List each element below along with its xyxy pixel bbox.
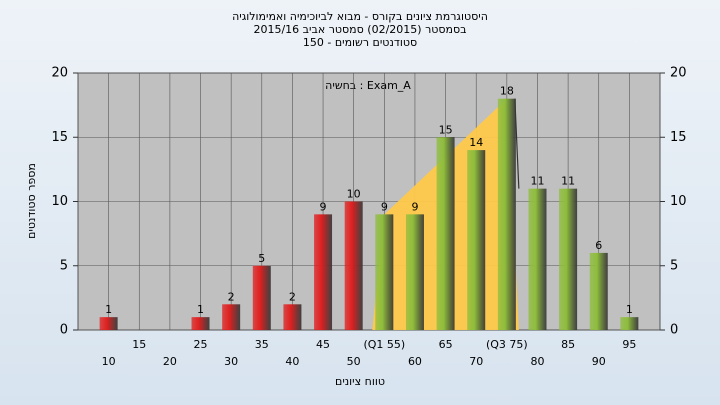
x-tick-label: 80 [530,355,544,368]
x-tick-label: 35 [255,338,269,351]
value-label: 2 [228,290,235,303]
bar [375,214,394,330]
x-tick-label: (Q1 55) [363,338,405,351]
y2-tick-label: 15 [670,130,687,145]
value-label: 1 [626,303,633,316]
x-tick-label: 25 [194,338,208,351]
y2-tick-label: 5 [670,258,678,273]
y2-tick-label: 0 [670,323,678,338]
chart-subtitle: בסמסטר (02/2015) סמסטר אביב 2015/16 [253,23,466,36]
y-axis-label: מספר סטודנטים [25,163,38,239]
value-label: 15 [439,123,453,136]
bar [252,265,271,330]
value-label: 11 [530,175,544,188]
y-tick-label: 10 [51,194,68,209]
bar [99,317,118,330]
y-tick-label: 15 [51,130,68,145]
x-tick-label: 60 [408,355,422,368]
x-tick-label: 70 [469,355,483,368]
x-tick-label: 50 [347,355,361,368]
bar [222,304,241,330]
bar [405,214,424,330]
x-tick-label: 10 [102,355,116,368]
value-label: 9 [411,200,418,213]
value-label: 1 [197,303,204,316]
value-label: 6 [595,239,602,252]
bar [497,98,516,330]
chart-title: היסטוגרמת ציונים בקורס - מבוא לביוכימיה … [232,10,488,23]
bar [314,214,333,330]
bar [436,137,455,330]
x-tick-label: 95 [622,338,636,351]
value-label: 9 [381,200,388,213]
value-label: 11 [561,175,575,188]
x-tick-label: 15 [132,338,146,351]
value-label: 10 [347,188,361,201]
y2-tick-label: 10 [670,194,687,209]
bar [620,317,639,330]
bar [528,188,547,330]
x-tick-label: 45 [316,338,330,351]
bar [344,201,363,330]
value-label: 5 [258,252,265,265]
x-tick-label: 40 [285,355,299,368]
annotation: בחשיה : Exam_A [325,79,411,92]
x-tick-label: 30 [224,355,238,368]
bar [283,304,302,330]
x-tick-label: 20 [163,355,177,368]
x-tick-label: (Q3 75) [486,338,528,351]
bar [559,188,578,330]
x-tick-label: 90 [592,355,606,368]
value-label: 18 [500,85,514,98]
y-tick-label: 5 [60,258,68,273]
value-label: 9 [320,200,327,213]
bar [467,150,486,330]
y-tick-label: 0 [60,323,68,338]
bar [589,252,608,330]
x-tick-label: 85 [561,338,575,351]
value-label: 14 [469,136,483,149]
x-axis-label: טווח ציונים [335,375,385,388]
y-tick-label: 20 [51,66,68,81]
x-tick-label: 65 [439,338,453,351]
value-label: 2 [289,290,296,303]
chart-subtitle: סטודנטים רשומים - 150 [303,36,417,49]
value-label: 1 [105,303,112,316]
bar [191,317,210,330]
y2-tick-label: 20 [670,66,687,81]
